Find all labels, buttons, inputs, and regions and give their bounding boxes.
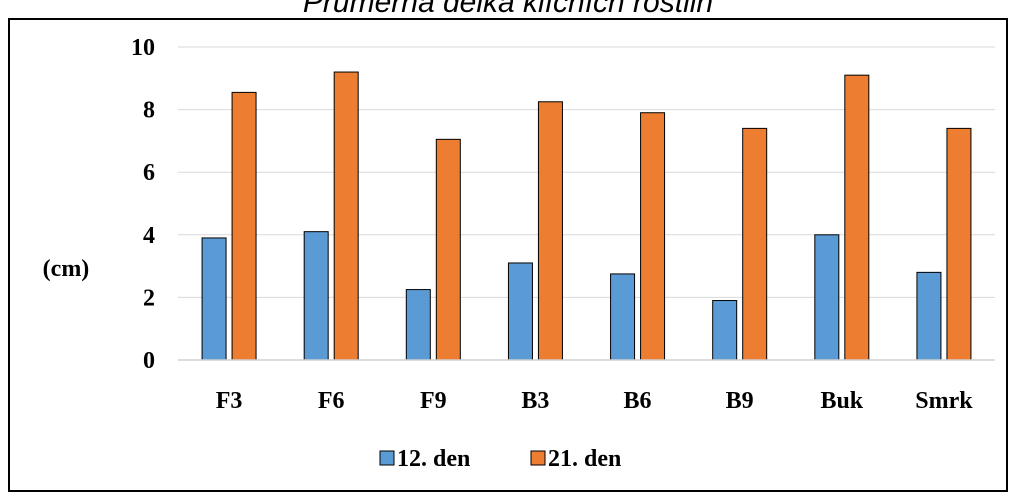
bar-21-den-b3: [537, 101, 563, 361]
bar-12-den-f9: [405, 289, 431, 361]
bar-12-den-b3: [507, 262, 533, 361]
bar-12-den-f3: [201, 237, 227, 361]
bar-12-den-b9: [712, 300, 738, 361]
y-tick-label: 0: [143, 348, 155, 374]
legend-label-12-den: 12. den: [397, 446, 470, 472]
legend-label-21-den: 21. den: [548, 446, 621, 472]
x-tick-label: B6: [624, 388, 652, 414]
bar-21-den-f6: [333, 71, 359, 361]
bar-12-den-f6: [303, 231, 329, 361]
bar-21-den-f3: [231, 91, 257, 361]
bar-12-den-smrk: [916, 271, 942, 361]
y-axis-label: (cm): [43, 256, 90, 282]
y-tick-label: 10: [131, 35, 155, 61]
bar-21-den-buk: [844, 74, 870, 361]
bar-12-den-buk: [814, 234, 840, 361]
legend-swatch-21-den: [530, 450, 546, 466]
x-tick-label: F6: [318, 388, 345, 414]
x-tick-label: F3: [216, 388, 243, 414]
bar-21-den-b6: [640, 112, 666, 361]
bar-21-den-f9: [435, 138, 461, 361]
x-tick-label: B3: [521, 388, 549, 414]
bar-12-den-b6: [610, 273, 636, 361]
legend: 12. den 21. den: [379, 446, 621, 472]
x-tick-label: Buk: [820, 388, 863, 414]
bar-21-den-smrk: [946, 127, 972, 361]
y-tick-labels: 0 2 4 6 8 10: [131, 35, 155, 374]
chart-frame: [8, 18, 1008, 492]
x-tick-label: B9: [726, 388, 754, 414]
x-tick-label: F9: [420, 388, 447, 414]
x-tick-label: Smrk: [915, 388, 973, 414]
y-tick-label: 4: [143, 223, 155, 249]
x-tick-labels: F3 F6 F9 B3 B6 B9 Buk Smrk: [216, 388, 974, 414]
bars: [201, 71, 972, 361]
chart-title: Průměrná délka klíčních rostlin: [303, 0, 713, 19]
y-tick-label: 6: [143, 160, 155, 186]
legend-swatch-12-den: [379, 450, 395, 466]
y-tick-label: 8: [143, 98, 155, 124]
bar-21-den-b9: [742, 127, 768, 361]
y-tick-label: 2: [143, 285, 155, 311]
